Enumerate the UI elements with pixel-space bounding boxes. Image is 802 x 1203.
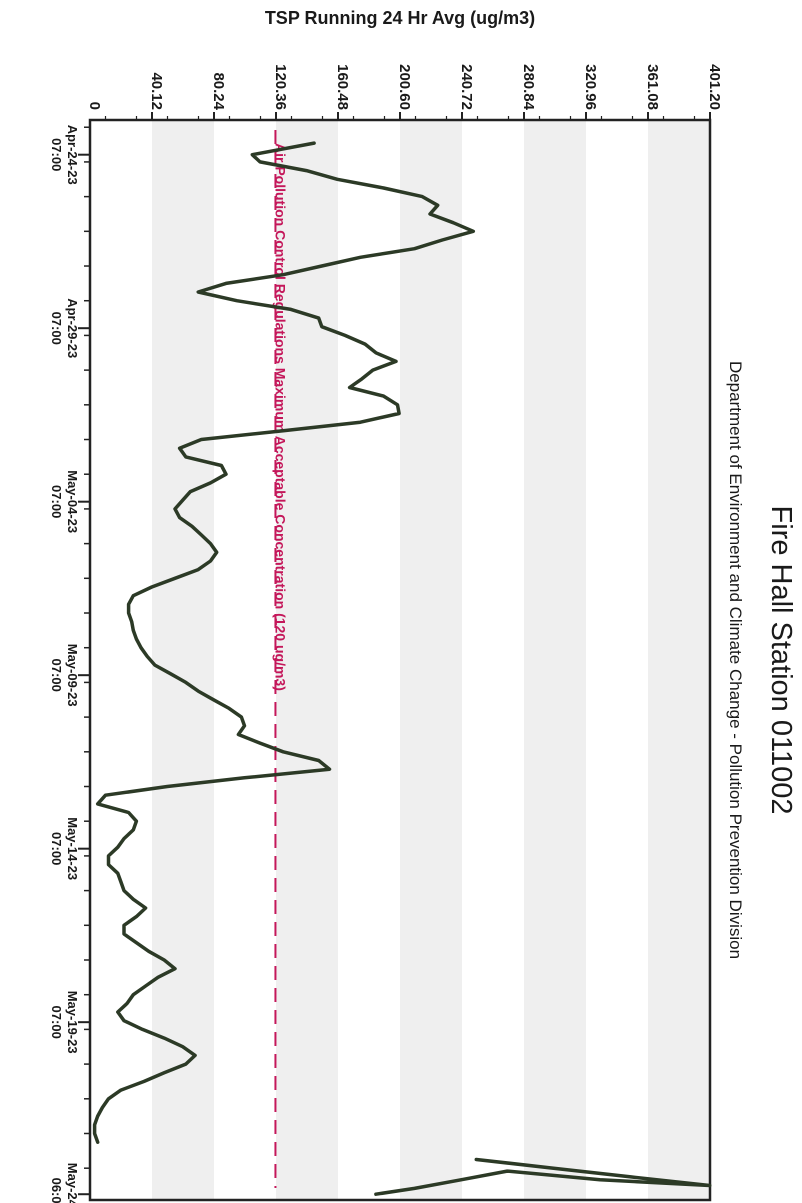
x-tick-date: May-09-23 <box>65 644 80 707</box>
y-tick-label: 240.72 <box>458 64 475 110</box>
y-tick-label: 401.20 <box>706 64 723 110</box>
station-title-group: Fire Hall Station 011002 <box>765 506 797 815</box>
y-tick-label: 80.24 <box>210 72 227 110</box>
x-tick-time: 07:00 <box>49 138 64 171</box>
y-tick-label: 40.12 <box>148 72 165 110</box>
grid-band <box>338 120 400 1200</box>
grid-band <box>152 120 214 1200</box>
y-tick-label: 361.08 <box>644 64 661 110</box>
grid-band <box>214 120 276 1200</box>
x-tick-date: May-19-23 <box>65 991 80 1054</box>
y-tick-label: 160.48 <box>334 64 351 110</box>
department-title: Department of Environment and Climate Ch… <box>726 361 745 959</box>
x-tick-date: Apr-29-23 <box>65 298 80 358</box>
threshold-label-group: Air Pollution Control Regulations Maximu… <box>273 143 289 691</box>
grid-band <box>462 120 524 1200</box>
grid-band <box>586 120 648 1200</box>
x-tick-time: 07:00 <box>49 1006 64 1039</box>
grid-band <box>524 120 586 1200</box>
threshold-label: Air Pollution Control Regulations Maximu… <box>273 143 289 691</box>
x-tick-date: May-24-23 <box>65 1163 80 1203</box>
y-tick-label: 320.96 <box>582 64 599 110</box>
y-tick-label: 280.84 <box>520 64 537 111</box>
x-tick-date: May-14-23 <box>65 817 80 880</box>
station-title: Fire Hall Station 011002 <box>765 506 797 815</box>
series-line <box>92 141 476 1144</box>
value-axis-ticks: 0 40.12 80.24 120.36 160.48 200.60 240.72 280.8… <box>86 64 723 120</box>
series-group <box>92 141 712 1196</box>
grid-band <box>276 120 338 1200</box>
department-title-group: Department of Environment and Climate Ch… <box>726 361 745 959</box>
x-tick-date: Apr-24-23 <box>65 125 80 185</box>
x-tick-time: 07:00 <box>49 485 64 518</box>
grid-band <box>400 120 462 1200</box>
y-tick-label: 120.36 <box>272 64 289 110</box>
background-bands <box>90 120 710 1200</box>
y-tick-label: 200.60 <box>396 64 413 110</box>
grid-band <box>648 120 710 1200</box>
x-tick-time: 07:00 <box>49 832 64 865</box>
series-line <box>374 1157 712 1196</box>
x-tick-date: May-04-23 <box>65 470 80 533</box>
x-tick-time: 06:00 <box>49 1178 64 1203</box>
axis-title: TSP Running 24 Hr Avg (ug/m3) <box>265 8 535 28</box>
y-tick-label: 0 <box>86 102 103 110</box>
time-axis-ticks: Apr-24-2307:00Apr-29-2307:00May-04-2307:… <box>49 125 90 1203</box>
x-tick-time: 07:00 <box>49 312 64 345</box>
grid-band <box>90 120 152 1200</box>
x-tick-time: 07:00 <box>49 659 64 692</box>
